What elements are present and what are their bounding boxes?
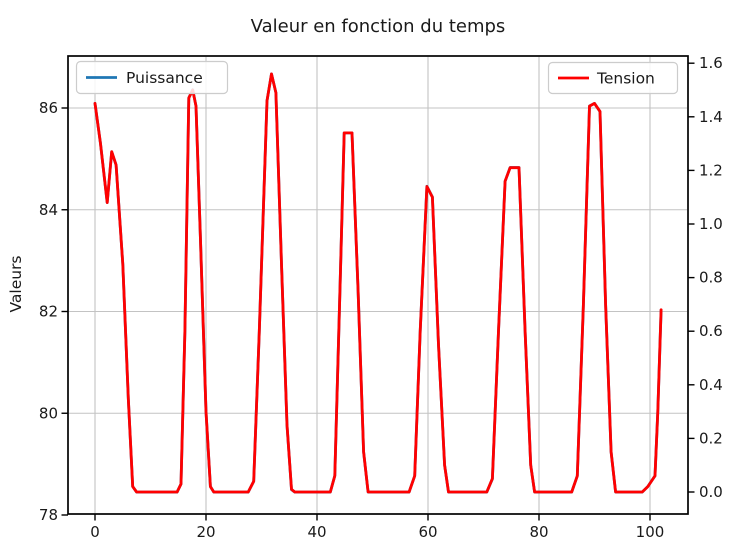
y-right-tick-label: 0.4 (699, 376, 723, 394)
y-right-tick-label: 1.2 (699, 161, 723, 179)
x-tick-label: 60 (418, 523, 437, 541)
y-right-tick-label: 1.6 (699, 54, 723, 72)
plot-border (67, 55, 689, 515)
x-tick-label: 40 (307, 523, 326, 541)
legend-tension-label: Tension (596, 70, 655, 88)
y-right-tick-label: 0.0 (699, 483, 723, 501)
x-tick-label: 80 (529, 523, 548, 541)
x-tick-label: 20 (196, 523, 215, 541)
tick-marks (61, 62, 695, 521)
y-left-tick-label: 84 (39, 201, 58, 219)
x-tick-label: 100 (636, 523, 665, 541)
gridlines (68, 56, 688, 514)
y-right-tick-label: 1.0 (699, 215, 723, 233)
legend-puissance: Puissance (75, 60, 229, 95)
legend-tension-box (547, 61, 679, 95)
legend-puissance-label: Puissance (126, 69, 203, 87)
y-left-tick-label: 78 (39, 506, 58, 524)
y-right-tick-label: 0.6 (699, 322, 723, 340)
series-lines (93, 72, 663, 494)
chart-title: Valeur en fonction du temps (251, 16, 506, 37)
legend-tension: Tension (547, 61, 679, 95)
x-tick-label: 0 (90, 523, 100, 541)
tick-labels: 0 20 40 60 80 100 78 80 82 84 86 0.0 0.2 0.4 0.6 0.8 1.0… (39, 54, 723, 541)
series-line-tension (93, 72, 663, 494)
y-right-tick-label: 1.4 (699, 108, 723, 126)
y-right-tick-label: 0.2 (699, 429, 723, 447)
y-left-tick-label: 80 (39, 404, 58, 422)
y-left-tick-label: 82 (39, 303, 58, 321)
y-right-tick-label: 0.8 (699, 269, 723, 287)
legend-puissance-box (75, 60, 229, 95)
y-left-tick-label: 86 (39, 99, 58, 117)
y-axis-label: Valeurs (7, 255, 25, 312)
